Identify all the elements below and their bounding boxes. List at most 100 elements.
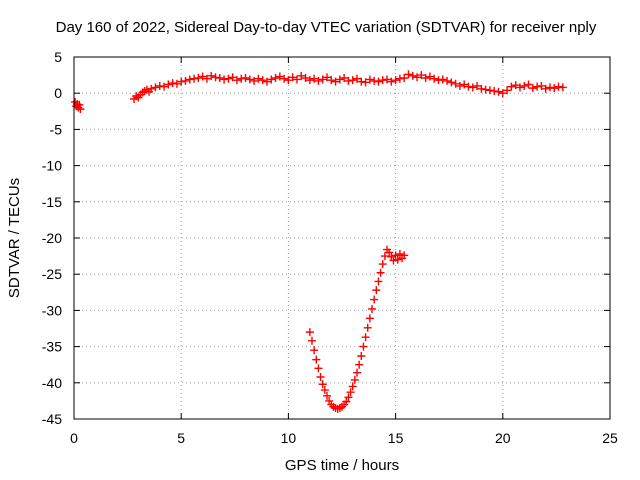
data-point xyxy=(312,355,321,364)
data-point xyxy=(322,73,331,82)
data-point xyxy=(275,72,284,81)
y-tick-label: -20 xyxy=(42,230,62,246)
data-point xyxy=(267,75,276,84)
data-point xyxy=(468,83,477,92)
data-point xyxy=(202,74,211,83)
data-point xyxy=(554,82,563,91)
data-point xyxy=(378,76,387,85)
data-point xyxy=(400,251,409,260)
data-point xyxy=(374,277,383,286)
data-point xyxy=(359,342,368,351)
data-point xyxy=(292,75,301,84)
data-point xyxy=(262,77,271,86)
data-point xyxy=(507,82,516,91)
y-tick-label: -25 xyxy=(42,266,62,282)
data-point xyxy=(380,252,389,261)
data-point xyxy=(310,346,319,355)
data-point xyxy=(400,73,409,82)
data-point xyxy=(550,84,559,93)
data-point xyxy=(391,251,400,260)
y-tick-label: 5 xyxy=(54,49,62,65)
data-point xyxy=(160,82,169,91)
data-point xyxy=(207,71,216,80)
data-point xyxy=(383,75,392,84)
data-point xyxy=(305,76,314,85)
data-point xyxy=(438,75,447,84)
data-point xyxy=(393,255,402,264)
data-point xyxy=(331,77,340,86)
data-point xyxy=(340,73,349,82)
data-point xyxy=(389,256,398,265)
data-point xyxy=(404,70,413,79)
data-point xyxy=(365,314,374,323)
data-point xyxy=(232,76,241,85)
data-point xyxy=(481,85,490,94)
data-point xyxy=(408,71,417,80)
data-point xyxy=(503,86,512,95)
x-tick-label: 5 xyxy=(177,430,185,446)
data-point xyxy=(395,249,404,258)
data-point xyxy=(310,74,319,83)
data-point xyxy=(220,75,229,84)
data-point xyxy=(430,74,439,83)
x-tick-label: 20 xyxy=(495,430,511,446)
data-point xyxy=(76,105,85,114)
data-point xyxy=(494,87,503,96)
data-point xyxy=(155,81,164,90)
data-point xyxy=(151,83,160,92)
data-point xyxy=(451,79,460,88)
y-tick-label: -35 xyxy=(42,339,62,355)
data-point xyxy=(271,73,280,82)
data-point xyxy=(511,81,520,90)
data-point xyxy=(314,364,323,373)
data-point xyxy=(558,83,567,92)
data-point xyxy=(477,84,486,93)
x-tick-label: 25 xyxy=(602,430,618,446)
data-point xyxy=(365,75,374,84)
data-point xyxy=(307,336,316,345)
data-point xyxy=(372,286,381,295)
data-point xyxy=(190,74,199,83)
data-point xyxy=(297,71,306,80)
data-point xyxy=(316,373,325,382)
data-point xyxy=(185,75,194,84)
data-point xyxy=(348,76,357,85)
data-point xyxy=(368,304,377,313)
data-point xyxy=(460,80,469,89)
data-point xyxy=(194,73,203,82)
data-point xyxy=(498,89,507,98)
data-point xyxy=(370,76,379,85)
data-point xyxy=(473,81,482,90)
data-point xyxy=(387,77,396,86)
data-point xyxy=(177,77,186,86)
data-point xyxy=(376,268,385,277)
data-point xyxy=(421,73,430,82)
x-tick-label: 0 xyxy=(70,430,78,446)
data-point xyxy=(361,333,370,342)
y-tick-label: -15 xyxy=(42,194,62,210)
data-point xyxy=(545,83,554,92)
data-point xyxy=(181,76,190,85)
data-point xyxy=(245,75,254,84)
data-point xyxy=(250,76,259,85)
data-point xyxy=(314,76,323,85)
data-point xyxy=(211,73,220,82)
data-point xyxy=(363,323,372,332)
data-point xyxy=(228,73,237,82)
data-point xyxy=(533,82,542,91)
data-point xyxy=(318,75,327,84)
data-point xyxy=(168,79,177,88)
data-point xyxy=(434,76,443,85)
data-points xyxy=(71,70,567,413)
data-point xyxy=(353,368,362,377)
data-point xyxy=(305,328,314,337)
data-point xyxy=(348,382,357,391)
data-point xyxy=(355,360,364,369)
data-point xyxy=(164,80,173,89)
x-axis-label: GPS time / hours xyxy=(285,457,399,474)
x-tick-label: 15 xyxy=(388,430,404,446)
data-point xyxy=(172,79,181,88)
data-point xyxy=(528,84,537,93)
data-point xyxy=(342,397,351,406)
data-point xyxy=(370,295,379,304)
